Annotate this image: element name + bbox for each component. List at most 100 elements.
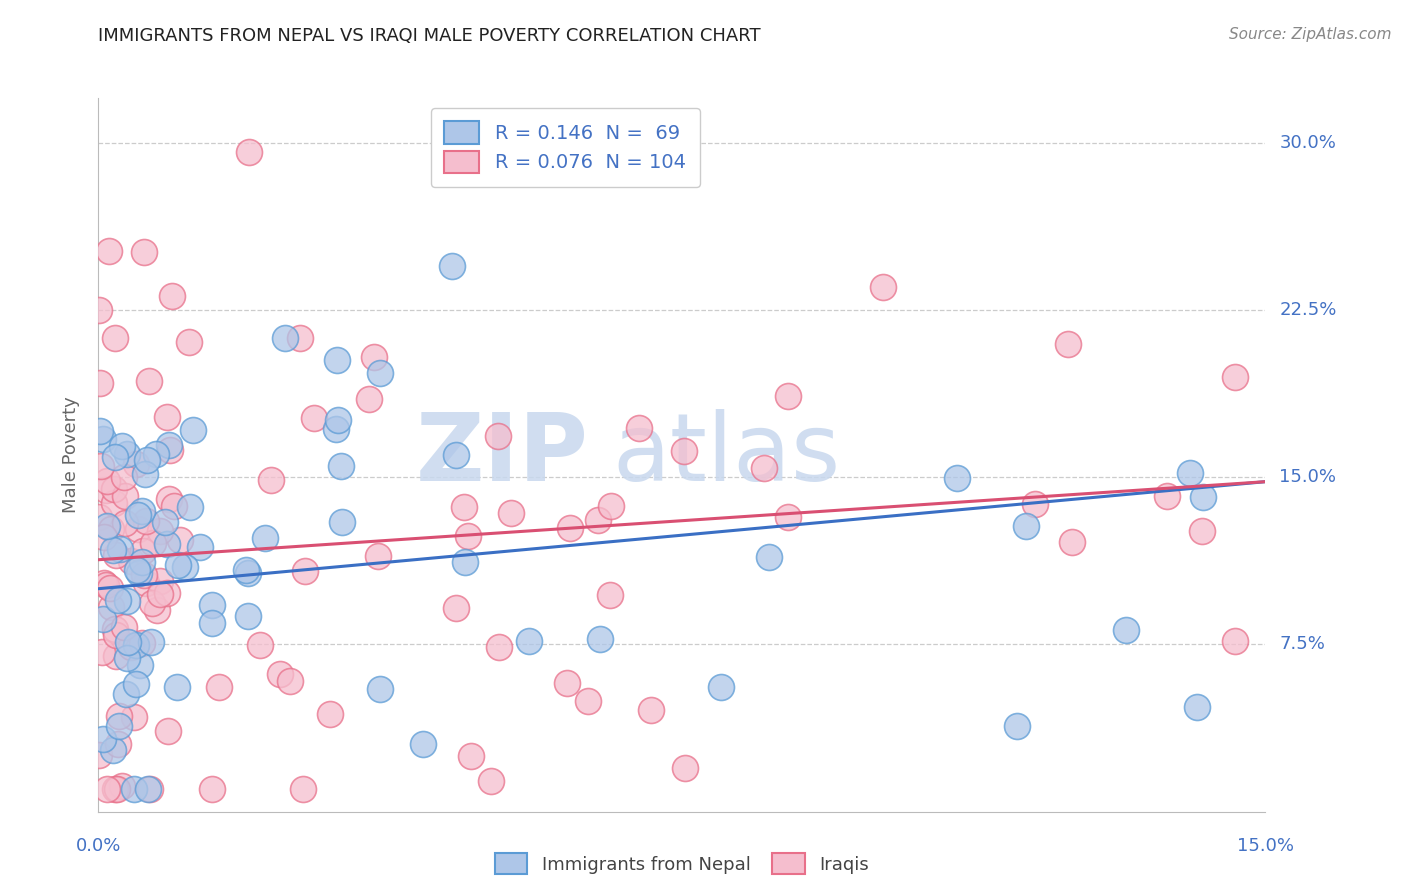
Point xyxy=(1156,489,1178,503)
Point xyxy=(134,245,156,260)
Point xyxy=(156,586,179,600)
Point xyxy=(115,446,138,460)
Point xyxy=(112,469,135,483)
Point xyxy=(87,747,110,762)
Point xyxy=(479,774,502,789)
Point xyxy=(159,442,181,457)
Point xyxy=(558,521,581,535)
Point xyxy=(260,473,283,487)
Point xyxy=(124,782,146,797)
Point xyxy=(872,280,894,294)
Point xyxy=(673,761,696,775)
Point xyxy=(149,574,172,588)
Text: IMMIGRANTS FROM NEPAL VS IRAQI MALE POVERTY CORRELATION CHART: IMMIGRANTS FROM NEPAL VS IRAQI MALE POVE… xyxy=(98,27,761,45)
Point xyxy=(125,563,148,577)
Point xyxy=(89,425,111,439)
Point xyxy=(181,424,204,438)
Point xyxy=(117,594,139,608)
Point xyxy=(363,351,385,365)
Point xyxy=(200,782,222,797)
Point xyxy=(269,666,291,681)
Point xyxy=(104,649,127,664)
Point xyxy=(145,447,167,461)
Point xyxy=(368,367,391,381)
Point xyxy=(111,439,134,453)
Point xyxy=(778,510,800,524)
Point xyxy=(758,549,780,564)
Point xyxy=(135,453,157,467)
Point xyxy=(101,543,124,558)
Point xyxy=(107,719,129,733)
Point xyxy=(97,244,120,258)
Point xyxy=(104,782,127,797)
Point xyxy=(325,421,347,435)
Point xyxy=(319,706,342,721)
Point xyxy=(640,703,662,717)
Point xyxy=(100,522,122,536)
Point xyxy=(201,598,224,612)
Point xyxy=(96,782,118,797)
Point xyxy=(90,645,112,659)
Point xyxy=(294,564,316,578)
Point xyxy=(599,588,621,602)
Point xyxy=(292,782,315,797)
Point xyxy=(710,680,733,694)
Point xyxy=(157,438,180,452)
Point xyxy=(132,567,155,582)
Point xyxy=(105,782,128,797)
Point xyxy=(135,514,157,528)
Point xyxy=(111,779,134,793)
Point xyxy=(177,334,200,349)
Point xyxy=(188,541,211,555)
Point xyxy=(778,389,800,403)
Point xyxy=(486,428,509,442)
Point xyxy=(125,638,148,652)
Point xyxy=(91,432,114,446)
Point xyxy=(156,723,179,738)
Point xyxy=(441,260,464,274)
Point xyxy=(752,460,775,475)
Point xyxy=(114,489,136,503)
Point xyxy=(131,555,153,569)
Point xyxy=(132,543,155,558)
Text: 30.0%: 30.0% xyxy=(1279,134,1336,152)
Point xyxy=(499,506,522,520)
Text: Source: ZipAtlas.com: Source: ZipAtlas.com xyxy=(1229,27,1392,42)
Point xyxy=(1225,633,1247,648)
Point xyxy=(146,602,169,616)
Point xyxy=(1062,534,1084,549)
Point xyxy=(108,709,131,723)
Point xyxy=(173,560,195,574)
Point xyxy=(236,608,259,623)
Point xyxy=(288,331,311,345)
Point xyxy=(329,458,352,473)
Point xyxy=(93,612,115,626)
Point xyxy=(100,599,122,614)
Point xyxy=(367,549,389,563)
Point xyxy=(444,601,467,615)
Point xyxy=(127,508,149,522)
Point xyxy=(253,531,276,545)
Point xyxy=(117,635,139,649)
Point xyxy=(453,500,475,514)
Point xyxy=(1192,490,1215,504)
Point xyxy=(141,597,163,611)
Point xyxy=(672,444,695,458)
Point xyxy=(330,515,353,529)
Point xyxy=(460,749,482,764)
Point xyxy=(274,331,297,345)
Point xyxy=(576,694,599,708)
Point xyxy=(555,675,578,690)
Point xyxy=(114,516,136,530)
Point xyxy=(157,491,180,506)
Point xyxy=(1185,700,1208,714)
Point xyxy=(588,513,610,527)
Point xyxy=(142,536,165,550)
Point xyxy=(134,467,156,481)
Point xyxy=(156,409,179,424)
Point xyxy=(236,566,259,580)
Point xyxy=(129,657,152,672)
Point xyxy=(599,499,621,513)
Point xyxy=(326,413,349,427)
Point xyxy=(104,623,127,637)
